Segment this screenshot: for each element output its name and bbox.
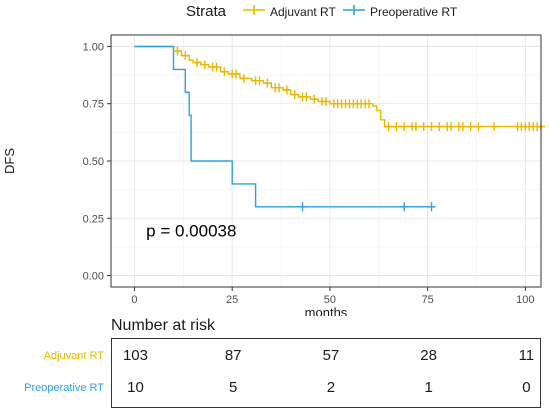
legend-key-preoperative-rt (343, 5, 365, 15)
risk-value-adjuvant-rt: 103 (122, 347, 148, 364)
risk-value-adjuvant-rt: 11 (518, 347, 535, 364)
censor-mark-adjuvant-rt (239, 74, 248, 84)
legend-key-adjuvant-rt (243, 5, 265, 15)
risk-value-preoperative-rt: 2 (326, 379, 336, 396)
risk-value-preoperative-rt: 1 (424, 379, 433, 396)
x-tick-label: 75 (422, 294, 434, 306)
x-tick-label: 0 (131, 294, 137, 306)
risk-value-adjuvant-rt: 57 (322, 347, 340, 364)
censor-mark-adjuvant-rt (193, 57, 201, 67)
censor-mark-adjuvant-rt (220, 67, 229, 77)
risk-table-panel: 103 87 57 28 11 10 5 2 1 0 (111, 338, 541, 408)
y-tick-label: 1.00 (83, 41, 104, 53)
series-line-preoperative-rt (134, 45, 432, 208)
risk-table-title: Number at risk (111, 317, 216, 334)
censor-mark-adjuvant-rt (255, 76, 264, 86)
y-tick-label: 0.50 (83, 156, 104, 168)
risk-value-preoperative-rt: 5 (229, 379, 238, 396)
legend: Strata Adjuvant RT Preoperative RT (0, 0, 550, 26)
censor-mark-adjuvant-rt (232, 69, 241, 79)
x-tick-label: 25 (226, 294, 238, 306)
censor-mark-adjuvant-rt (466, 122, 475, 132)
censor-mark-adjuvant-rt (212, 62, 221, 72)
risk-value-adjuvant-rt: 28 (420, 347, 437, 364)
censor-mark-preoperative-rt (298, 202, 307, 212)
censor-mark-preoperative-rt (400, 202, 409, 212)
x-tick-label: 50 (324, 294, 336, 306)
risk-value-adjuvant-rt: 87 (224, 347, 242, 364)
x-axis-title: months (305, 305, 348, 316)
legend-label-adjuvant-rt: Adjuvant RT (270, 5, 336, 19)
legend-label-preoperative-rt: Preoperative RT (370, 5, 458, 19)
censor-mark-adjuvant-rt (290, 90, 299, 100)
risk-value-preoperative-rt: 0 (522, 379, 531, 396)
censor-mark-adjuvant-rt (392, 122, 401, 132)
legend-title: Strata (186, 3, 227, 20)
censor-mark-adjuvant-rt (427, 122, 436, 132)
risk-row-label-preoperative-rt: Preoperative RT (24, 382, 104, 394)
censor-mark-adjuvant-rt (400, 122, 409, 132)
censor-mark-adjuvant-rt (447, 122, 456, 132)
censor-mark-adjuvant-rt (365, 99, 373, 109)
censor-mark-adjuvant-rt (419, 122, 428, 132)
censor-mark-adjuvant-rt (411, 122, 420, 132)
y-tick-label: 0.25 (83, 213, 104, 225)
p-value-annotation: p = 0.00038 (146, 222, 236, 241)
y-axis-title: DFS (2, 148, 17, 174)
censor-mark-adjuvant-rt (263, 78, 272, 88)
y-tick-label: 0.00 (83, 271, 104, 283)
censor-mark-preoperative-rt (427, 202, 436, 212)
censor-mark-adjuvant-rt (458, 122, 467, 132)
x-tick-label: 100 (516, 294, 534, 306)
censor-mark-adjuvant-rt (310, 94, 319, 104)
censor-mark-adjuvant-rt (435, 122, 444, 132)
series-line-adjuvant-rt (134, 45, 545, 128)
km-chart: 0 25 50 75 100 0.00 0.25 0.50 0.75 1.00 DFS month… (2, 34, 545, 316)
censor-mark-adjuvant-rt (200, 60, 209, 70)
risk-value-preoperative-rt: 10 (127, 379, 144, 396)
censor-mark-adjuvant-rt (384, 122, 393, 132)
censor-mark-adjuvant-rt (474, 122, 483, 132)
censor-mark-adjuvant-rt (490, 122, 499, 132)
y-tick-label: 0.75 (83, 99, 104, 111)
censor-mark-adjuvant-rt (322, 96, 330, 106)
censor-mark-adjuvant-rt (302, 92, 311, 102)
censor-mark-adjuvant-rt (173, 46, 182, 56)
censor-mark-adjuvant-rt (282, 85, 291, 95)
censor-mark-adjuvant-rt (181, 51, 190, 61)
risk-row-label-adjuvant-rt: Adjuvant RT (43, 350, 104, 362)
censor-mark-adjuvant-rt (275, 83, 284, 93)
